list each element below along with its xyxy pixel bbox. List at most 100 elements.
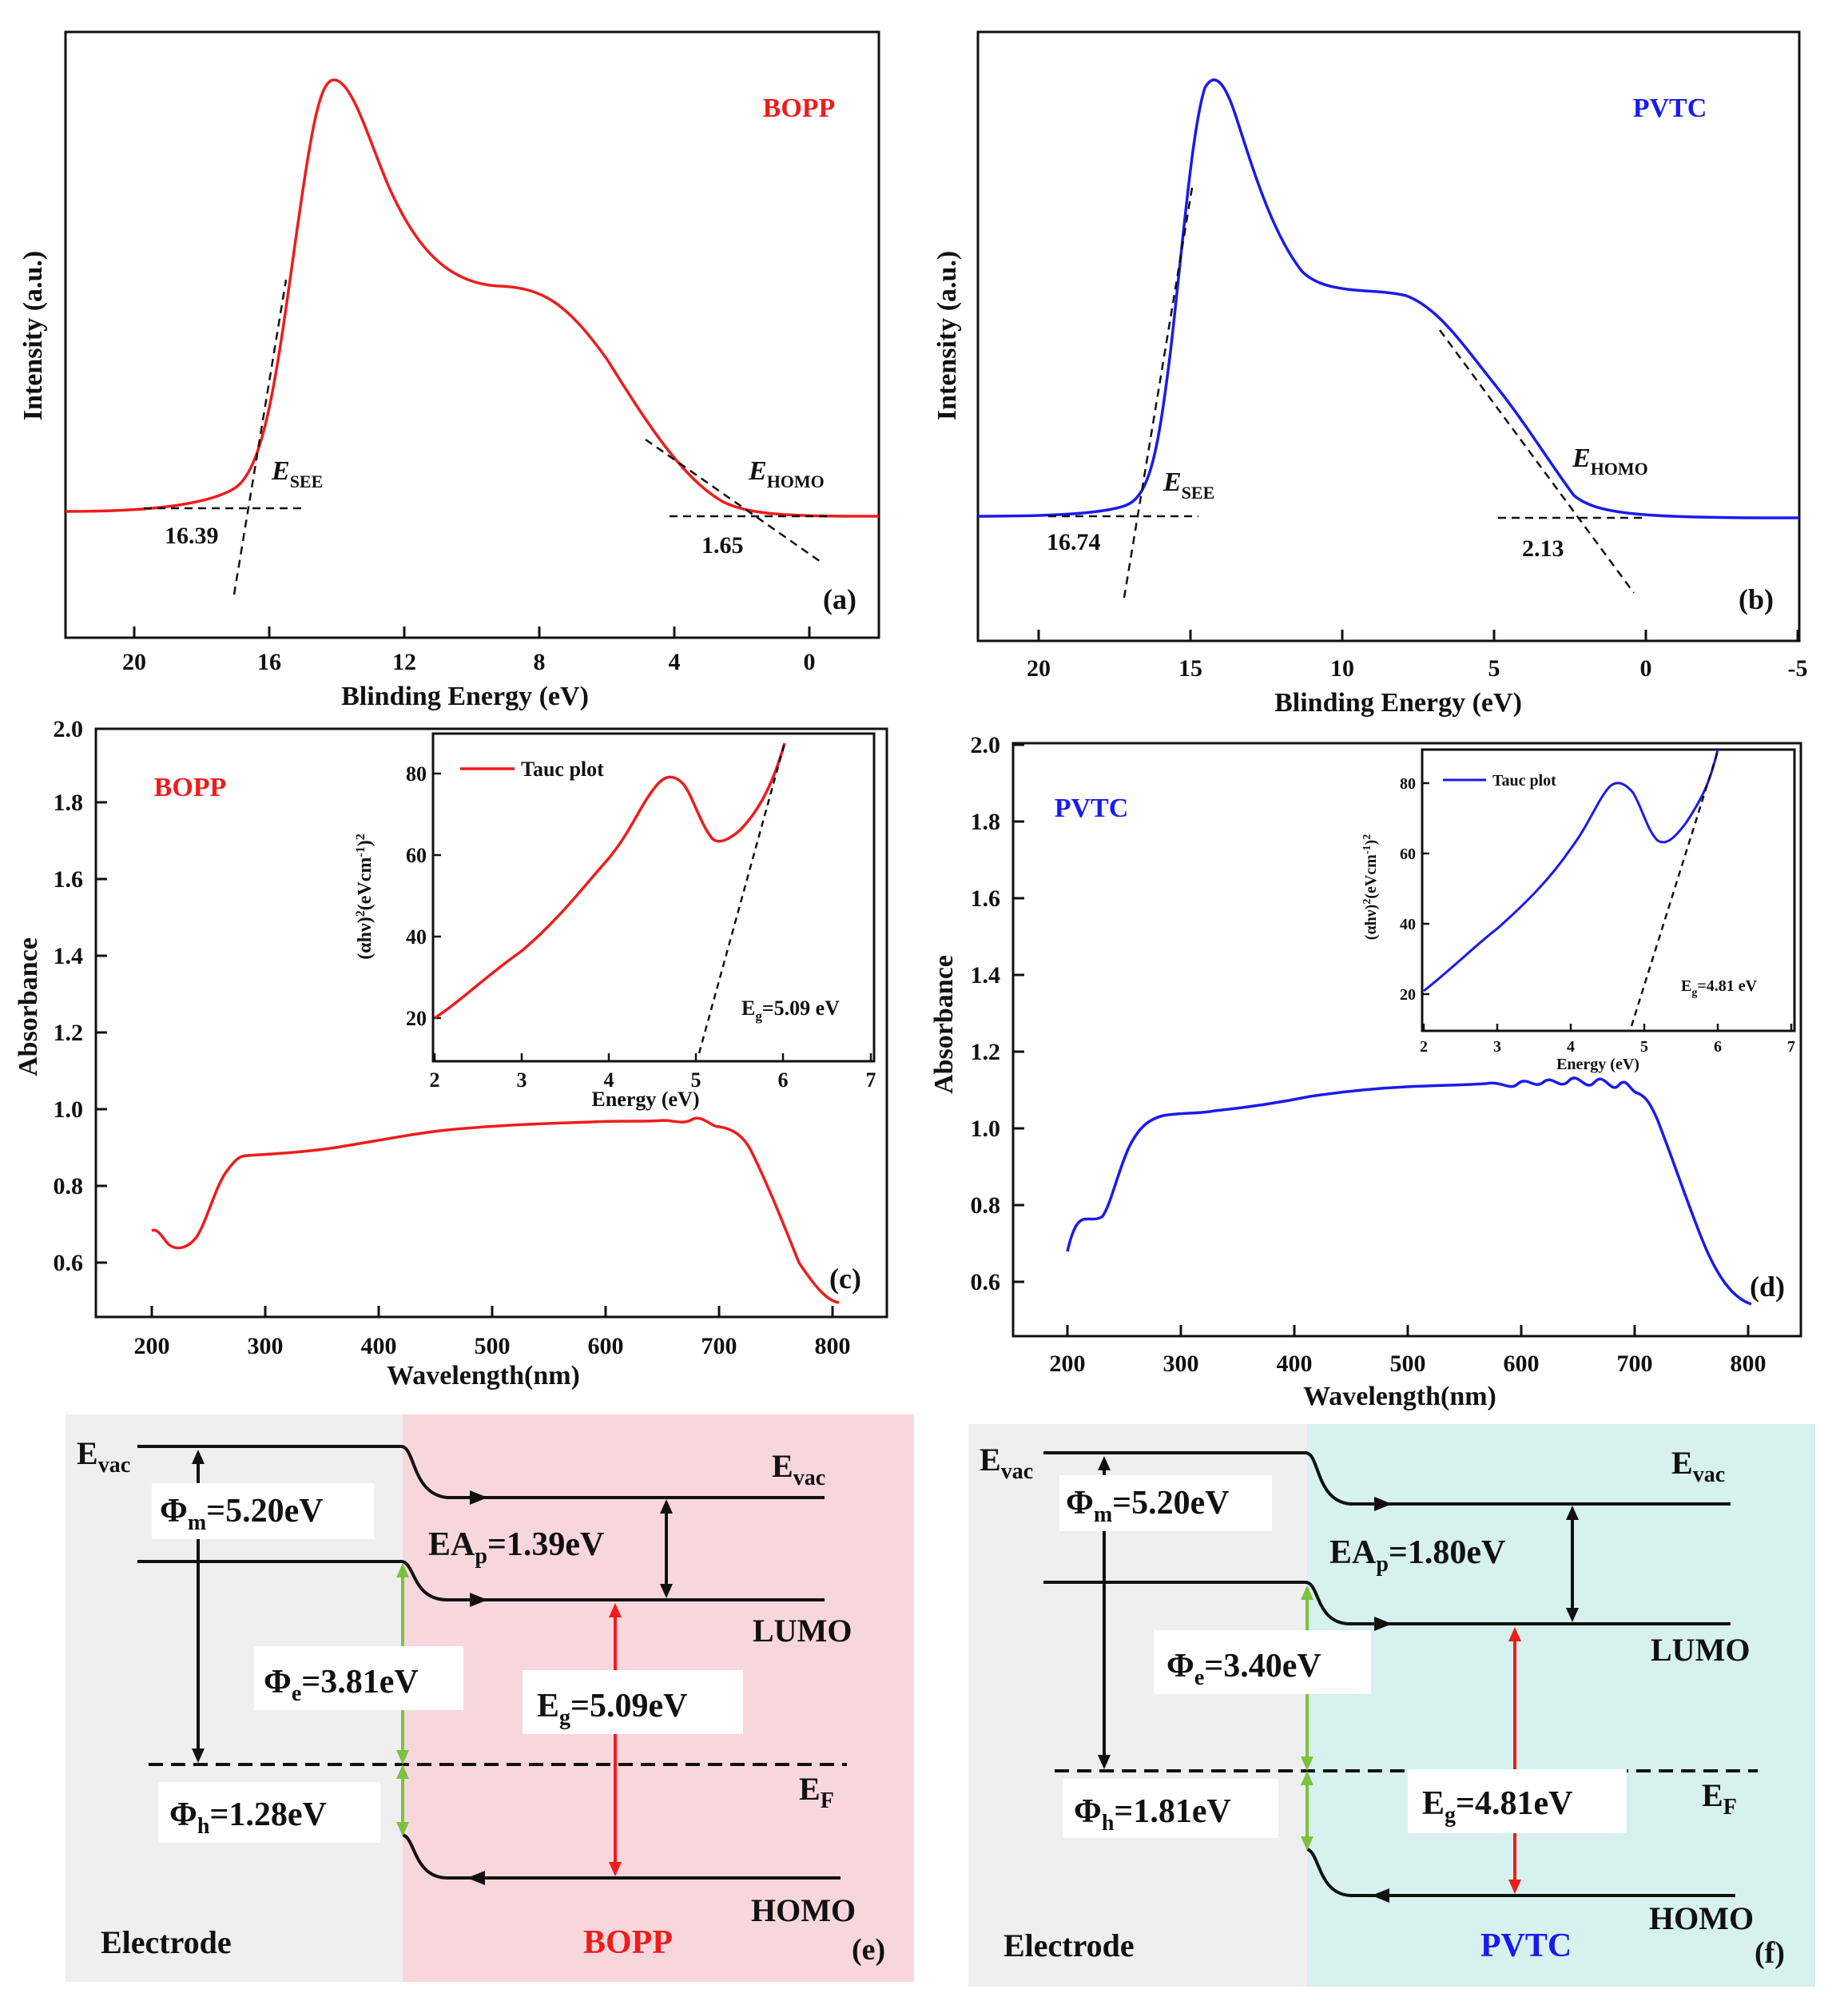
panel-a: 20 16 12 8 4 0 Blinding Energy (eV) Inte…: [18, 30, 880, 711]
arrowhead: [396, 1750, 409, 1764]
arrowhead: [609, 1603, 622, 1617]
data-series-pvtc: [977, 78, 1800, 519]
arrowhead: [1566, 1608, 1579, 1622]
arrowhead: [396, 1822, 409, 1836]
inset-x-tick-label: 3: [517, 1068, 527, 1092]
y-tick-label: 1.6: [54, 866, 84, 893]
x-tick-label: 0: [804, 649, 816, 675]
inset-x-tick-label: 4: [1567, 1038, 1575, 1056]
x-ticks: [1037, 630, 1799, 641]
ef-label: EF: [799, 1771, 834, 1813]
labels: Evac Evac Φm=5.20eV EAp=1.80eV LUMO Φe=3…: [980, 1442, 1785, 1970]
phi-e-box: [1154, 1630, 1371, 1694]
x-ticks: [133, 627, 811, 638]
inset-tauc: 2 3 4 5 6 7 20 40 60 80 Energy (eV) (αhν…: [1361, 748, 1796, 1073]
x-tick-label: 15: [1178, 655, 1202, 682]
see-label: ESEE: [271, 456, 323, 491]
see-value: 16.39: [165, 523, 219, 549]
x-tick-label: 20: [122, 649, 146, 675]
eg-box: [523, 1670, 743, 1734]
y-tick-label: 1.0: [54, 1096, 84, 1123]
panel-d: 0.6 0.8 1.0 1.2 1.4 1.6 1.8 2.0 200 300 …: [929, 732, 1802, 1411]
inset-y-tick-label: 80: [1400, 775, 1416, 793]
evac-right-label: Evac: [1671, 1445, 1725, 1487]
inset-y-tick-label: 20: [1400, 986, 1416, 1004]
inset-eg-label: Eg=5.09 eV: [741, 997, 840, 1024]
inset-x-ticks: [433, 1053, 872, 1061]
inset-y-tick-label: 40: [1400, 916, 1416, 933]
evac-left-label: Evac: [77, 1435, 130, 1478]
x-tick-label: 700: [701, 1333, 737, 1359]
homo-value: 1.65: [701, 532, 744, 559]
phi-m-label: Φm=5.20eV: [1066, 1485, 1230, 1527]
inset-y-tick-label: 80: [406, 762, 427, 786]
lumo-label: LUMO: [753, 1613, 852, 1649]
inset-tauc-curve: [1423, 749, 1719, 993]
phi-m-box: [152, 1483, 374, 1539]
arrowhead: [1566, 1506, 1579, 1520]
data-series-bopp: [65, 78, 880, 518]
arrowhead: [396, 1764, 409, 1779]
homo-label: EHOMO: [1572, 444, 1648, 479]
inset-x-axis-label: Energy (eV): [591, 1088, 699, 1111]
fit-lines: [144, 279, 831, 595]
arrowhead: [1371, 1888, 1389, 1903]
arrowhead: [1301, 1836, 1313, 1851]
x-tick-label: 300: [1163, 1351, 1199, 1377]
homo-fit-line: [645, 438, 824, 565]
lumo-label: LUMO: [1651, 1632, 1750, 1668]
phi-e-label: Φe=3.40eV: [1166, 1648, 1321, 1690]
evac-left-label: Evac: [980, 1442, 1033, 1484]
see-value: 16.74: [1047, 529, 1101, 555]
panel-c: 0.6 0.8 1.0 1.2 1.4 1.6 1.8 2.0 200 300 …: [14, 716, 888, 1390]
see-label: ESEE: [1162, 467, 1214, 503]
phi-m-label: Φm=5.20eV: [160, 1493, 324, 1535]
inset-x-tick-label: 6: [778, 1068, 789, 1092]
panel-label: (b): [1739, 583, 1774, 615]
y-tick-label: 1.4: [54, 943, 84, 969]
inset-x-ticks: [1422, 1024, 1793, 1031]
inset-x-tick-label: 7: [866, 1068, 876, 1092]
material-label: BOPP: [763, 93, 836, 123]
x-tick-label: 500: [475, 1333, 511, 1359]
inset-legend-label: Tauc plot: [521, 758, 604, 781]
x-tick-label: 300: [248, 1333, 284, 1359]
phi-h-label: Φh=1.81eV: [1074, 1793, 1231, 1836]
y-tick-label: 0.8: [971, 1192, 1001, 1219]
y-tick-label: 1.4: [971, 962, 1001, 989]
energy-levels: [137, 1445, 847, 1885]
data-series-bopp: [151, 1116, 840, 1304]
y-ticks: [96, 727, 107, 1264]
y-tick-label: 1.8: [54, 790, 84, 816]
homo-value: 2.13: [1522, 535, 1564, 562]
homo-label: HOMO: [751, 1892, 856, 1928]
ea-label: EAp=1.39eV: [428, 1526, 604, 1569]
inset-y-axis-label: (αhν)2(eVcm-1)2: [354, 833, 376, 959]
arrowhead: [1098, 1755, 1111, 1769]
eg-box: [1408, 1769, 1627, 1833]
homo-label: HOMO: [1649, 1900, 1754, 1936]
plot-frame: [64, 30, 880, 639]
panel-label: (a): [823, 583, 856, 615]
x-tick-label: 16: [257, 649, 281, 675]
x-tick-labels: 200 300 400 500 600 700 800: [134, 1333, 851, 1359]
inset-y-tick-label: 40: [406, 925, 427, 949]
x-tick-label: 800: [1731, 1351, 1767, 1377]
x-axis-label: Blinding Energy (eV): [341, 682, 589, 711]
arrowhead: [1301, 1771, 1313, 1785]
inset-fit-line: [1630, 750, 1719, 1027]
y-tick-label: 1.8: [971, 809, 1001, 835]
y-axis-label: Intensity (a.u.): [932, 251, 962, 421]
x-axis-label: Wavelength(nm): [387, 1361, 580, 1390]
evac-level: [137, 1445, 825, 1499]
x-tick-label: 200: [134, 1333, 170, 1359]
y-tick-label: 2.0: [971, 732, 1001, 758]
inset-x-tick-label: 2: [1420, 1038, 1428, 1056]
inset-x-tick-label: 4: [604, 1068, 614, 1092]
x-tick-label: 12: [392, 649, 416, 675]
inset-x-tick-label: 6: [1714, 1038, 1722, 1056]
arrowhead: [470, 1593, 488, 1607]
electrode-label: Electrode: [1003, 1927, 1135, 1963]
phi-e-box: [254, 1646, 463, 1710]
